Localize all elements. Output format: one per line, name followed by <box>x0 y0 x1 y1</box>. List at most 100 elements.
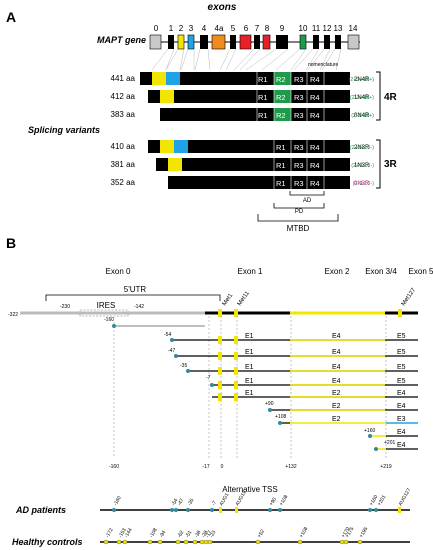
tss-row: +201 E4 <box>374 440 418 451</box>
hc-tss-label: -153 <box>118 527 128 539</box>
group-4r-label: 4R <box>384 92 398 103</box>
exon-number-row: 0 1 2 3 4 4a 5 6 7 8 9 10 11 12 13 14 <box>154 24 358 33</box>
row-exon: E3 <box>397 416 406 423</box>
tss-row: -160 <box>104 317 205 328</box>
hc-tss-label: -23 <box>209 530 218 539</box>
exon-header: Exon 3/4 <box>365 267 397 276</box>
exon-box-4a <box>211 34 226 50</box>
exon-number: 14 <box>349 24 358 33</box>
exon-number: 5 <box>231 24 236 33</box>
domain-brackets <box>257 191 339 222</box>
exon-header: Exon 2 <box>325 267 350 276</box>
repeat-label: R2 <box>276 75 286 84</box>
tss-label: +160 <box>364 428 375 434</box>
row-exon: E2 <box>332 390 341 397</box>
row-exon: E4 <box>397 429 406 436</box>
tss-label: -7 <box>206 375 211 381</box>
exon-header: Exon 0 <box>106 267 131 276</box>
exon-box-14 <box>347 34 360 50</box>
variant-381: 381 aa R1 R3 R4 1N3R (2+3-10-) <box>111 158 374 171</box>
tss-row: -35 E1 E4 E5 <box>180 363 418 375</box>
repeat-label: R2 <box>276 93 286 102</box>
tss-label: -54 <box>164 332 171 338</box>
ad-tss-label: +201 <box>377 494 388 507</box>
repeat-label: R3 <box>294 161 304 170</box>
exon-box-3 <box>187 34 195 50</box>
axis-label: -17 <box>202 464 209 470</box>
variant-aa-label: 410 aa <box>111 142 136 151</box>
utr-bracket <box>45 294 221 301</box>
met-label: Met11 <box>237 290 252 307</box>
repeat-label: R4 <box>310 143 320 152</box>
repeat-label: R3 <box>294 75 304 84</box>
repeat-label: R4 <box>310 161 320 170</box>
repeat-label: R2 <box>276 111 286 120</box>
exon-box-7 <box>254 35 260 49</box>
repeat-label: R4 <box>310 179 320 188</box>
variant-441: 441 aa R1 R2 R3 R4 2N4R (2+3+10+) <box>111 72 374 85</box>
tss-row: -47 E1 E4 E5 <box>168 348 418 360</box>
variant-383: 383 aa R1 R2 R3 R4 0N4R (2-3-10+) <box>111 108 374 121</box>
repeat-label: R1 <box>276 143 286 152</box>
tss-label: -35 <box>180 363 187 369</box>
bracket-3r <box>376 139 381 189</box>
tss-row: -7 E1 E4 E5 <box>206 375 418 389</box>
mtbd-label: MTBD <box>287 224 310 233</box>
tss-label: -160 <box>104 317 114 323</box>
exon-header: Exon 1 <box>238 267 263 276</box>
variant-aa-label: 352 aa <box>111 178 136 187</box>
tss-label: +201 <box>384 440 395 446</box>
hc-tss-label: -172 <box>105 527 115 539</box>
exon-box-1 <box>168 35 174 49</box>
exon-number: 11 <box>312 24 321 33</box>
group-3r-label: 3R <box>384 159 398 170</box>
row-exon: E4 <box>332 333 341 340</box>
variant-aa-label: 441 aa <box>111 74 136 83</box>
ad-tss-label: +160 <box>369 494 380 507</box>
reference-dashed-lines <box>113 316 387 458</box>
axis-label: +132 <box>285 464 296 470</box>
repeat-label: R1 <box>276 161 286 170</box>
tss-row: +108 E2 E3 <box>275 414 418 425</box>
variant-code: (2+3+10-) <box>350 145 374 151</box>
gene-label: MAPT gene <box>97 35 146 45</box>
exon-number: 9 <box>280 24 285 33</box>
row-exon: E5 <box>397 364 406 371</box>
ad-patients-label: AD patients <box>15 505 66 515</box>
row-exon: E5 <box>397 349 406 356</box>
tss-label: -47 <box>168 348 175 354</box>
pos-label: -142 <box>134 304 144 310</box>
row-exon: E1 <box>245 390 254 397</box>
exon-number: 2 <box>179 24 184 33</box>
repeat-label: R4 <box>310 75 320 84</box>
variant-name: 0N3R <box>354 181 370 187</box>
bracket-4r <box>376 71 381 121</box>
exon-projection-lines <box>151 48 342 71</box>
aug-label: AUG127 <box>398 487 413 507</box>
nomenclature-label: nomenclature <box>308 62 339 68</box>
tss-label: +90 <box>265 401 274 407</box>
repeat-label: R3 <box>294 143 304 152</box>
exon-box-4 <box>200 35 208 49</box>
variant-code: (2-3-10-) <box>353 181 375 187</box>
exon-header: Exon 5 <box>409 267 433 276</box>
row-exon: E1 <box>245 364 254 371</box>
exon-box-0 <box>149 34 162 50</box>
row-exon: E2 <box>332 403 341 410</box>
variant-410: 410 aa R1 R3 R4 2N3R (2+3+10-) <box>111 140 374 153</box>
exon-number: 7 <box>255 24 260 33</box>
hc-tss-label: +175 <box>345 526 356 539</box>
row-exon: E1 <box>245 333 254 340</box>
alt-tss-title: Alternative TSS <box>222 485 277 494</box>
hc-tss-label: -38 <box>194 530 203 539</box>
exon-box-5 <box>230 35 236 49</box>
variant-code: (2-3-10+) <box>351 113 374 119</box>
row-exon: E4 <box>332 378 341 385</box>
hc-tss-label: -144 <box>124 527 134 539</box>
hc-tss-label: +108 <box>299 526 310 539</box>
ad-tss-label: -47 <box>177 498 186 507</box>
row-exon: E1 <box>245 349 254 356</box>
healthy-controls-label: Healthy controls <box>12 537 83 547</box>
hc-tss-label: -108 <box>149 527 159 539</box>
